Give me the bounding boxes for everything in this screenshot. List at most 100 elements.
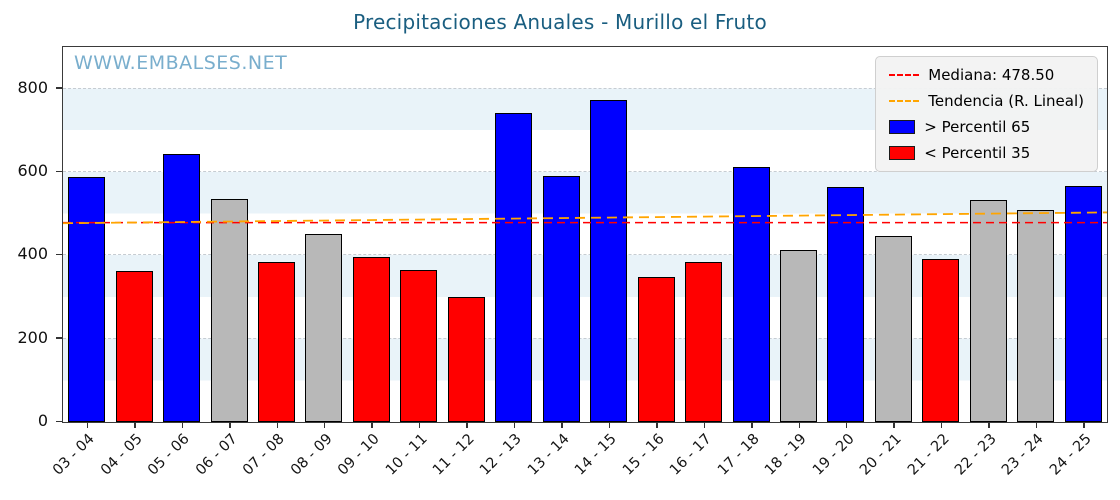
y-tick-mark xyxy=(56,420,62,422)
x-tick-label: 12 - 13 xyxy=(477,431,526,479)
bar-slot: 20 - 21 xyxy=(857,47,917,479)
bar-07-08 xyxy=(258,262,296,422)
bar-08-09 xyxy=(305,233,343,422)
x-tick-mark xyxy=(229,422,231,428)
y-tick-mark xyxy=(56,87,62,89)
chart-title: Precipitaciones Anuales - Murillo el Fru… xyxy=(353,10,767,34)
legend-item-above: > Percentil 65 xyxy=(889,118,1084,136)
x-tick-mark xyxy=(513,422,516,428)
x-tick-mark xyxy=(893,422,895,428)
trend-line-icon xyxy=(889,100,920,102)
bar-slot: 13 - 14 xyxy=(525,47,585,479)
bar-13-14 xyxy=(542,176,580,422)
bar-slot: 12 - 13 xyxy=(477,47,537,479)
x-tick-label: 13 - 14 xyxy=(524,431,573,479)
bar-slot: 24 - 25 xyxy=(1047,47,1107,479)
bar-slot: 17 - 18 xyxy=(715,47,774,479)
y-tick-label: 0 xyxy=(37,411,48,430)
bar-03-04 xyxy=(68,177,106,422)
median-line-icon xyxy=(889,74,920,76)
bar-slot: 18 - 19 xyxy=(762,47,822,479)
bar-20-21 xyxy=(874,235,912,422)
x-tick-mark xyxy=(1083,422,1085,428)
x-tick-label: 16 - 17 xyxy=(667,431,715,479)
y-tick-label: 200 xyxy=(17,327,48,347)
legend-median-label: Mediana: 478.50 xyxy=(928,66,1055,84)
plot-area: 03 - 04 04 - 05 05 - 06 06 - 07 07 - 08 08 - … xyxy=(50,46,1108,479)
bar-23-24 xyxy=(1017,209,1055,422)
legend-item-below: < Percentil 35 xyxy=(889,144,1084,162)
x-tick-mark xyxy=(798,422,801,428)
bar-19-20 xyxy=(827,187,865,422)
bar-05-06 xyxy=(163,154,201,422)
x-tick-mark xyxy=(86,422,89,428)
x-tick-mark xyxy=(1035,422,1038,428)
x-tick-mark xyxy=(371,422,373,428)
x-tick-label: 18 - 19 xyxy=(762,431,810,479)
bar-10-11 xyxy=(400,269,438,422)
bars-layer: 03 - 04 04 - 05 05 - 06 06 - 07 07 - 08 08 - … xyxy=(50,47,1107,479)
legend-trend-label: Tendencia (R. Lineal) xyxy=(928,92,1084,110)
x-tick-label: 23 - 24 xyxy=(999,431,1048,479)
trend-line xyxy=(62,211,1108,225)
x-tick-mark xyxy=(608,422,611,428)
bar-slot: 22 - 23 xyxy=(952,47,1012,479)
legend-below-label: < Percentil 35 xyxy=(924,144,1031,162)
gridline xyxy=(63,337,1107,339)
blue-swatch-icon xyxy=(889,120,916,134)
legend-above-label: > Percentil 65 xyxy=(924,118,1031,136)
x-tick-label: 19 - 20 xyxy=(809,431,858,479)
bar-slot: 15 - 16 xyxy=(620,47,679,479)
bar-slot: 11 - 12 xyxy=(430,47,490,479)
x-tick-label: 24 - 25 xyxy=(1046,431,1095,479)
x-tick-label: 03 - 04 xyxy=(50,431,99,479)
x-tick-mark xyxy=(751,422,753,428)
x-tick-mark xyxy=(276,422,279,428)
x-tick-mark xyxy=(134,422,136,428)
bar-22-23 xyxy=(969,200,1007,422)
red-swatch-icon xyxy=(889,146,916,160)
x-tick-mark xyxy=(845,422,848,428)
y-tick-mark xyxy=(56,170,62,172)
bar-12-13 xyxy=(495,112,533,422)
bar-14-15 xyxy=(590,100,628,422)
x-tick-label: 20 - 21 xyxy=(857,431,905,479)
x-tick-label: 17 - 18 xyxy=(714,431,763,479)
bar-slot: 06 - 07 xyxy=(193,47,252,479)
x-tick-mark xyxy=(703,422,706,428)
gridline xyxy=(63,171,1107,172)
bar-09-10 xyxy=(352,257,390,422)
bar-21-22 xyxy=(922,258,960,422)
x-tick-label: 15 - 16 xyxy=(619,431,668,479)
bar-slot: 23 - 24 xyxy=(999,47,1059,479)
x-tick-mark xyxy=(656,422,658,428)
gridline xyxy=(63,87,1107,89)
x-tick-label: 09 - 10 xyxy=(335,431,383,479)
bar-slot: 03 - 04 xyxy=(50,47,110,479)
bar-11-12 xyxy=(447,297,485,422)
x-tick-label: 10 - 11 xyxy=(382,431,431,479)
y-tick-label: 600 xyxy=(17,161,48,181)
bar-slot: 16 - 17 xyxy=(667,47,727,479)
bar-slot: 04 - 05 xyxy=(98,47,157,479)
lines-overlay xyxy=(62,211,1108,225)
bar-slot: 07 - 08 xyxy=(240,47,300,479)
bar-slot: 14 - 15 xyxy=(572,47,632,479)
bar-slot: 08 - 09 xyxy=(288,47,347,479)
bar-17-18 xyxy=(732,167,770,422)
grid-layer xyxy=(56,47,1107,422)
x-tick-label: 14 - 15 xyxy=(572,431,621,479)
x-tick-label: 04 - 05 xyxy=(97,431,146,479)
x-tick-label: 11 - 12 xyxy=(430,431,478,479)
x-tick-label: 21 - 22 xyxy=(904,431,953,479)
gridline xyxy=(63,254,1107,256)
x-tick-mark xyxy=(988,422,990,428)
y-tick-label: 400 xyxy=(17,244,48,264)
bar-16-17 xyxy=(685,262,723,422)
legend-item-median: Mediana: 478.50 xyxy=(889,66,1084,84)
bar-04-05 xyxy=(115,271,153,422)
bar-15-16 xyxy=(637,276,675,422)
y-tick-label: 800 xyxy=(17,77,48,97)
bar-06-07 xyxy=(210,198,248,422)
